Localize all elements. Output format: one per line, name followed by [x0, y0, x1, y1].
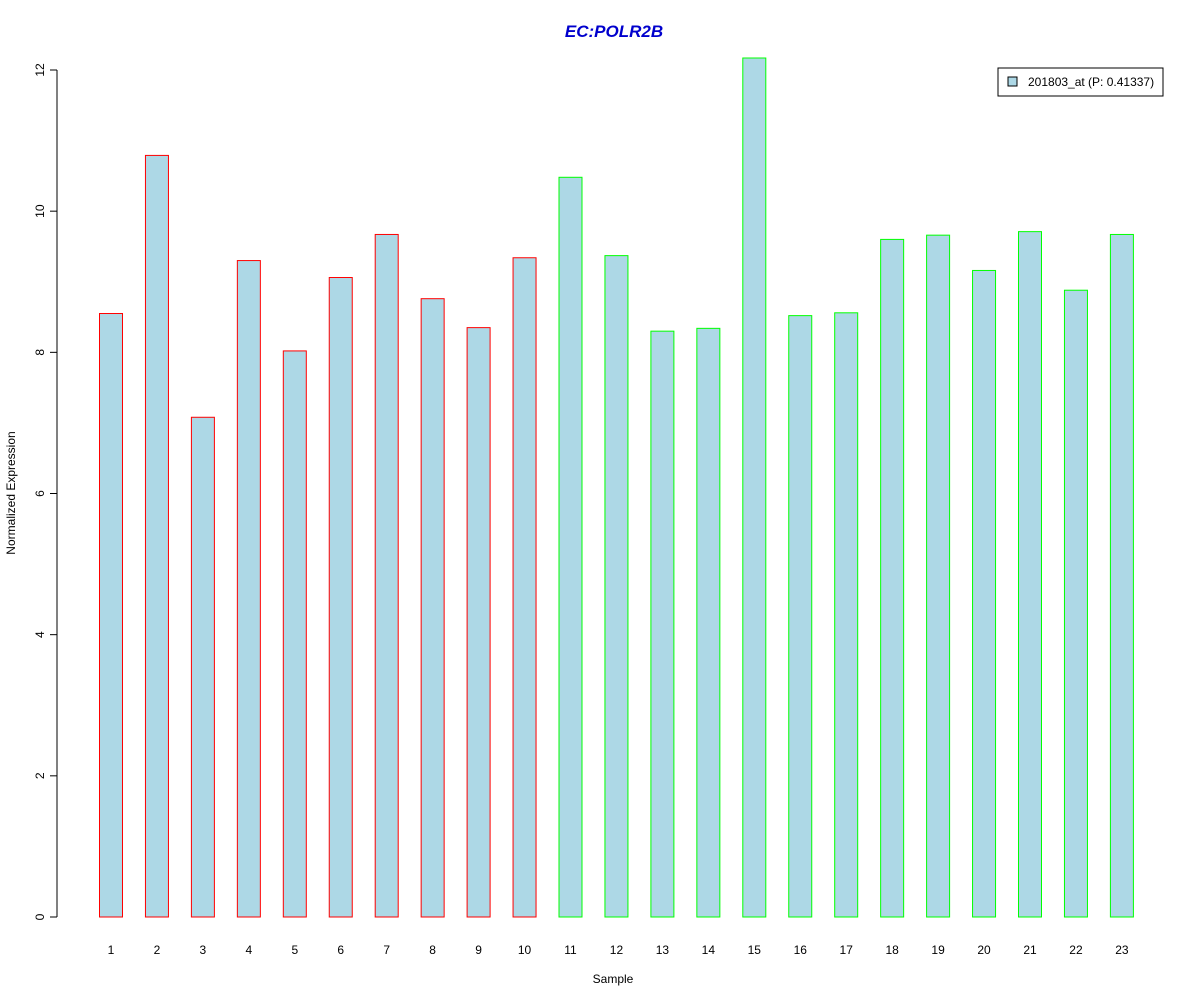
bar-sample-4 — [236, 260, 261, 918]
legend-label: 201803_at (P: 0.41337) — [1028, 75, 1154, 89]
bar-sample-12 — [604, 255, 629, 918]
x-tick-label: 21 — [1023, 943, 1037, 957]
y-tick-label: 4 — [33, 631, 47, 638]
x-tick-label: 15 — [748, 943, 762, 957]
y-tick-label: 12 — [33, 63, 47, 77]
x-tick-label: 13 — [656, 943, 670, 957]
y-tick-label: 0 — [33, 913, 47, 920]
y-tick-label: 6 — [33, 490, 47, 497]
x-tick-label: 7 — [383, 943, 390, 957]
y-axis: 0 2 4 6 8 10 12 — [33, 63, 58, 920]
bar-sample-5 — [282, 350, 307, 918]
legend-swatch — [1007, 76, 1018, 87]
bar-sample-8 — [420, 298, 445, 918]
bar-sample-14 — [696, 327, 721, 918]
x-tick-label: 18 — [885, 943, 899, 957]
bar-sample-1 — [99, 313, 123, 918]
x-tick-label: 4 — [246, 943, 253, 957]
bar-sample-10 — [512, 257, 537, 918]
bar-sample-16 — [788, 315, 813, 918]
x-tick-label: 5 — [291, 943, 298, 957]
x-tick-label: 14 — [702, 943, 716, 957]
x-tick-label: 9 — [475, 943, 482, 957]
x-tick-label: 23 — [1115, 943, 1129, 957]
x-tick-label: 10 — [518, 943, 532, 957]
legend: 201803_at (P: 0.41337) — [997, 67, 1164, 97]
bar-sample-17 — [834, 312, 859, 918]
bar-sample-18 — [880, 238, 905, 918]
x-axis-label: Sample — [593, 972, 634, 986]
x-tick-label: 3 — [200, 943, 207, 957]
bar-sample-6 — [328, 277, 353, 918]
x-tick-label: 6 — [337, 943, 344, 957]
legend-box — [997, 67, 1164, 97]
bar-sample-9 — [466, 327, 491, 918]
bar-sample-15 — [742, 57, 767, 918]
y-tick-label: 2 — [33, 772, 47, 779]
y-axis-label: Normalized Expression — [4, 431, 18, 554]
x-tick-label: 1 — [108, 943, 115, 957]
x-tick-label: 12 — [610, 943, 624, 957]
x-tick-label: 22 — [1069, 943, 1083, 957]
bar-sample-13 — [650, 330, 675, 918]
y-tick-label: 10 — [33, 204, 47, 218]
bar-sample-20 — [972, 269, 997, 918]
x-tick-label: 19 — [931, 943, 945, 957]
bar-sample-23 — [1109, 233, 1134, 918]
chart-title: EC:POLR2B — [565, 22, 663, 41]
x-tick-label: 8 — [429, 943, 436, 957]
x-tick-label: 20 — [977, 943, 991, 957]
bar-sample-11 — [558, 176, 583, 918]
bars-group — [99, 57, 1134, 918]
bar-sample-21 — [1018, 231, 1042, 918]
bar-sample-2 — [144, 154, 169, 918]
x-tick-label: 2 — [154, 943, 161, 957]
x-tick-label: 11 — [564, 943, 577, 957]
bar-sample-19 — [926, 234, 951, 918]
bar-sample-7 — [374, 233, 399, 918]
x-tick-label: 16 — [794, 943, 808, 957]
bar-sample-22 — [1063, 289, 1088, 918]
x-tick-labels: 1 2 3 4 5 6 7 8 9 10 11 12 13 14 15 16 17 18 19 20 21 22 23 — [108, 943, 1129, 957]
y-tick-label: 8 — [33, 349, 47, 356]
x-tick-label: 17 — [840, 943, 854, 957]
bar-sample-3 — [190, 416, 215, 918]
